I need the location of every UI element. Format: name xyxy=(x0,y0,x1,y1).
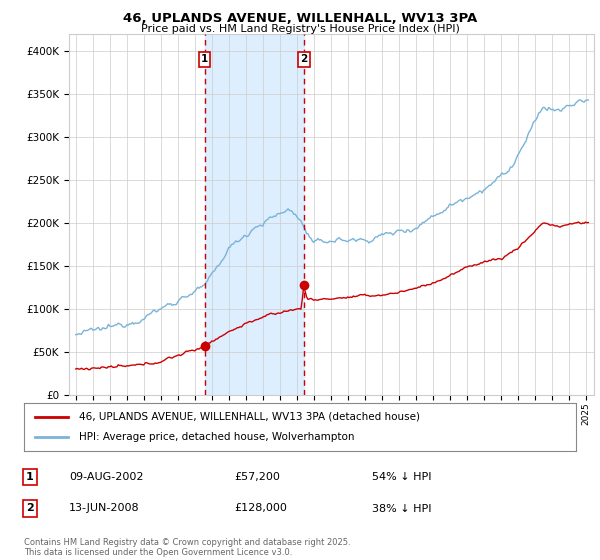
Bar xyxy=(205,34,304,395)
Text: £57,200: £57,200 xyxy=(234,472,280,482)
Text: 54% ↓ HPI: 54% ↓ HPI xyxy=(372,472,431,482)
Text: HPI: Average price, detached house, Wolverhampton: HPI: Average price, detached house, Wolv… xyxy=(79,432,355,442)
Text: Contains HM Land Registry data © Crown copyright and database right 2025.
This d: Contains HM Land Registry data © Crown c… xyxy=(24,538,350,557)
Text: 1: 1 xyxy=(26,472,34,482)
Text: 46, UPLANDS AVENUE, WILLENHALL, WV13 3PA: 46, UPLANDS AVENUE, WILLENHALL, WV13 3PA xyxy=(123,12,477,25)
Text: 1: 1 xyxy=(201,54,208,64)
Text: 38% ↓ HPI: 38% ↓ HPI xyxy=(372,503,431,514)
Text: Price paid vs. HM Land Registry's House Price Index (HPI): Price paid vs. HM Land Registry's House … xyxy=(140,24,460,34)
Text: 09-AUG-2002: 09-AUG-2002 xyxy=(69,472,143,482)
Text: 2: 2 xyxy=(26,503,34,514)
Text: 2: 2 xyxy=(300,54,307,64)
Text: 46, UPLANDS AVENUE, WILLENHALL, WV13 3PA (detached house): 46, UPLANDS AVENUE, WILLENHALL, WV13 3PA… xyxy=(79,412,420,422)
Text: 13-JUN-2008: 13-JUN-2008 xyxy=(69,503,140,514)
Text: £128,000: £128,000 xyxy=(234,503,287,514)
